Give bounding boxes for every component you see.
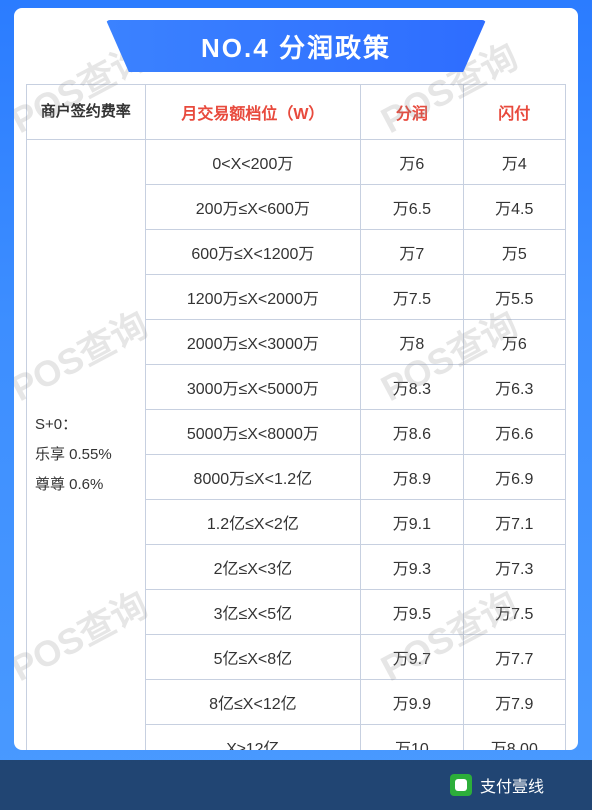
tier-cell: 8亿≤X<12亿: [145, 680, 361, 725]
shanfu-cell: 万7.1: [463, 500, 565, 545]
col-header-rate: 商户签约费率: [27, 85, 146, 140]
shanfu-cell: 万5.5: [463, 275, 565, 320]
shanfu-cell: 万6.9: [463, 455, 565, 500]
tier-cell: 3亿≤X<5亿: [145, 590, 361, 635]
rate-cell: S+0：乐享 0.55%尊尊 0.6%: [27, 140, 146, 751]
fenrun-cell: 万8.9: [361, 455, 463, 500]
footer-text: 支付壹线: [480, 773, 544, 797]
fenrun-cell: 万9.7: [361, 635, 463, 680]
tier-cell: X≥12亿: [145, 725, 361, 751]
fenrun-cell: 万7: [361, 230, 463, 275]
col-header-fenrun: 分润: [361, 85, 463, 140]
fenrun-cell: 万10: [361, 725, 463, 751]
shanfu-cell: 万7.9: [463, 680, 565, 725]
shanfu-cell: 万8.00: [463, 725, 565, 751]
tier-cell: 1200万≤X<2000万: [145, 275, 361, 320]
fenrun-cell: 万9.3: [361, 545, 463, 590]
tier-cell: 600万≤X<1200万: [145, 230, 361, 275]
shanfu-cell: 万7.5: [463, 590, 565, 635]
tier-cell: 5000万≤X<8000万: [145, 410, 361, 455]
rate-line: 乐享 0.55%: [35, 440, 141, 470]
tier-cell: 3000万≤X<5000万: [145, 365, 361, 410]
col-header-shanfu: 闪付: [463, 85, 565, 140]
page-title-banner: NO.4 分润政策: [106, 20, 486, 72]
wechat-icon: [450, 774, 472, 796]
fenrun-cell: 万6.5: [361, 185, 463, 230]
shanfu-cell: 万6.6: [463, 410, 565, 455]
shanfu-cell: 万7.3: [463, 545, 565, 590]
shanfu-cell: 万7.7: [463, 635, 565, 680]
shanfu-cell: 万6.3: [463, 365, 565, 410]
fenrun-cell: 万9.5: [361, 590, 463, 635]
shanfu-cell: 万4: [463, 140, 565, 185]
fenrun-cell: 万6: [361, 140, 463, 185]
tier-cell: 8000万≤X<1.2亿: [145, 455, 361, 500]
tier-cell: 5亿≤X<8亿: [145, 635, 361, 680]
tier-cell: 2亿≤X<3亿: [145, 545, 361, 590]
fenrun-cell: 万8.3: [361, 365, 463, 410]
policy-table: 商户签约费率 月交易额档位（W） 分润 闪付 S+0：乐享 0.55%尊尊 0.…: [26, 84, 566, 750]
tier-cell: 2000万≤X<3000万: [145, 320, 361, 365]
col-header-tier: 月交易额档位（W）: [145, 85, 361, 140]
rate-line: 尊尊 0.6%: [35, 470, 141, 500]
table-body: S+0：乐享 0.55%尊尊 0.6%0<X<200万万6万4200万≤X<60…: [27, 140, 566, 751]
table-row: S+0：乐享 0.55%尊尊 0.6%0<X<200万万6万4: [27, 140, 566, 185]
table-header-row: 商户签约费率 月交易额档位（W） 分润 闪付: [27, 85, 566, 140]
tier-cell: 200万≤X<600万: [145, 185, 361, 230]
shanfu-cell: 万5: [463, 230, 565, 275]
fenrun-cell: 万9.9: [361, 680, 463, 725]
page-title: NO.4 分润政策: [201, 28, 391, 65]
shanfu-cell: 万6: [463, 320, 565, 365]
fenrun-cell: 万7.5: [361, 275, 463, 320]
rate-line: S+0：: [35, 410, 141, 440]
shanfu-cell: 万4.5: [463, 185, 565, 230]
content-frame: NO.4 分润政策 商户签约费率 月交易额档位（W） 分润 闪付 S+0：乐享 …: [14, 8, 578, 750]
footer-bar: 支付壹线: [0, 760, 592, 810]
tier-cell: 0<X<200万: [145, 140, 361, 185]
fenrun-cell: 万9.1: [361, 500, 463, 545]
tier-cell: 1.2亿≤X<2亿: [145, 500, 361, 545]
fenrun-cell: 万8.6: [361, 410, 463, 455]
fenrun-cell: 万8: [361, 320, 463, 365]
